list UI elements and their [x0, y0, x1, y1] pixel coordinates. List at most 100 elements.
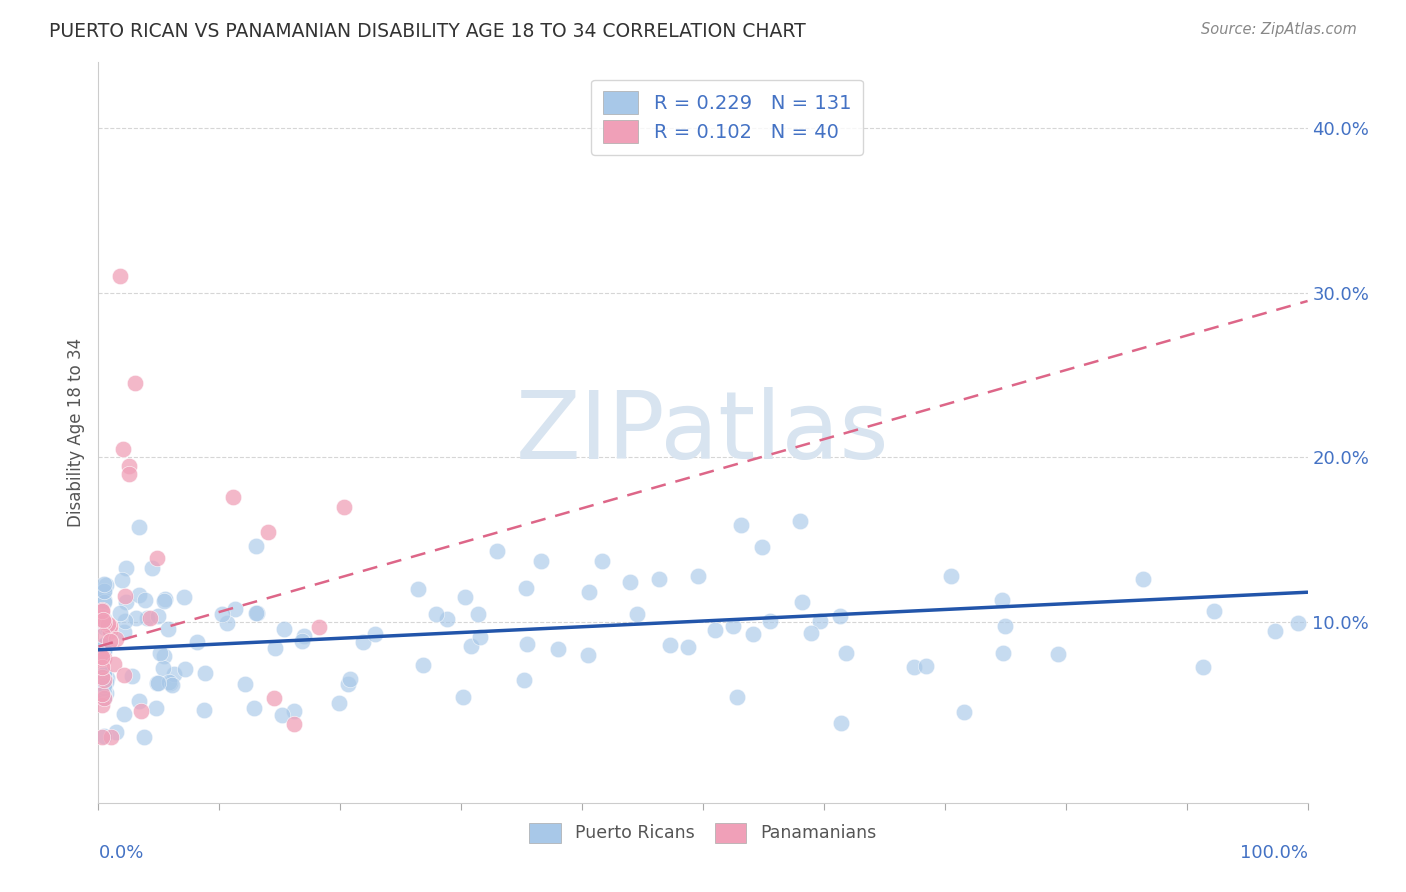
Point: [91, 687, 114, 701]
Point: [789, 514, 811, 528]
Point: [513, 673, 536, 687]
Point: [619, 574, 641, 589]
Point: [193, 703, 215, 717]
Point: [211, 607, 233, 621]
Point: [328, 696, 350, 710]
Point: [91, 604, 114, 618]
Point: [93, 615, 115, 629]
Point: [952, 705, 974, 719]
Point: [157, 675, 180, 690]
Point: [93, 612, 115, 626]
Point: [91, 613, 114, 627]
Point: [93, 577, 115, 591]
Point: [162, 678, 184, 692]
Point: [93, 620, 115, 634]
Point: [163, 666, 186, 681]
Point: [91, 610, 114, 624]
Point: [114, 590, 136, 604]
Point: [648, 572, 671, 586]
Point: [576, 648, 599, 662]
Text: Source: ZipAtlas.com: Source: ZipAtlas.com: [1201, 22, 1357, 37]
Point: [828, 608, 851, 623]
Point: [91, 603, 114, 617]
Text: PUERTO RICAN VS PANAMANIAN DISABILITY AGE 18 TO 34 CORRELATION CHART: PUERTO RICAN VS PANAMANIAN DISABILITY AG…: [49, 22, 806, 41]
Point: [730, 517, 752, 532]
Point: [790, 595, 813, 609]
Point: [93, 685, 115, 699]
Text: 100.0%: 100.0%: [1240, 844, 1308, 862]
Point: [467, 607, 489, 621]
Point: [688, 569, 710, 583]
Point: [578, 585, 600, 599]
Point: [96, 686, 118, 700]
Point: [339, 672, 361, 686]
Point: [243, 700, 266, 714]
Point: [108, 269, 131, 284]
Point: [114, 615, 136, 629]
Point: [111, 573, 134, 587]
Point: [233, 677, 256, 691]
Point: [451, 690, 474, 704]
Point: [118, 458, 141, 473]
Point: [157, 622, 180, 636]
Point: [263, 640, 285, 655]
Point: [516, 637, 538, 651]
Point: [751, 541, 773, 555]
Point: [96, 577, 118, 591]
Point: [146, 676, 169, 690]
Point: [91, 652, 114, 666]
Point: [290, 634, 312, 648]
Point: [91, 650, 114, 665]
Point: [515, 581, 537, 595]
Point: [93, 667, 115, 681]
Point: [153, 649, 176, 664]
Point: [93, 667, 115, 681]
Point: [91, 698, 114, 712]
Point: [100, 624, 122, 638]
Point: [98, 634, 121, 648]
Point: [93, 592, 115, 607]
Point: [336, 676, 359, 690]
Point: [129, 704, 152, 718]
Point: [93, 595, 115, 609]
Point: [263, 690, 285, 705]
Point: [153, 594, 176, 608]
Point: [112, 668, 135, 682]
Point: [103, 657, 125, 671]
Point: [132, 730, 155, 744]
Point: [146, 609, 169, 624]
Point: [626, 607, 648, 622]
Point: [93, 673, 115, 688]
Point: [112, 624, 135, 639]
Point: [830, 716, 852, 731]
Point: [139, 611, 162, 625]
Point: [173, 662, 195, 676]
Point: [128, 520, 150, 534]
Point: [703, 624, 725, 638]
Point: [591, 554, 613, 568]
Point: [292, 629, 315, 643]
Point: [194, 666, 217, 681]
Point: [94, 674, 117, 689]
Point: [93, 583, 115, 598]
Point: [759, 614, 782, 628]
Point: [91, 730, 114, 744]
Text: 0.0%: 0.0%: [98, 844, 143, 862]
Point: [110, 607, 132, 621]
Point: [1286, 615, 1309, 630]
Point: [245, 540, 267, 554]
Point: [470, 630, 492, 644]
Point: [93, 678, 115, 692]
Point: [93, 675, 115, 690]
Point: [134, 593, 156, 607]
Point: [91, 648, 114, 662]
Point: [93, 673, 115, 688]
Point: [136, 611, 159, 625]
Point: [222, 490, 245, 504]
Point: [1202, 604, 1225, 618]
Point: [97, 617, 120, 632]
Point: [1192, 660, 1215, 674]
Point: [105, 725, 128, 739]
Point: [91, 660, 114, 674]
Point: [273, 622, 295, 636]
